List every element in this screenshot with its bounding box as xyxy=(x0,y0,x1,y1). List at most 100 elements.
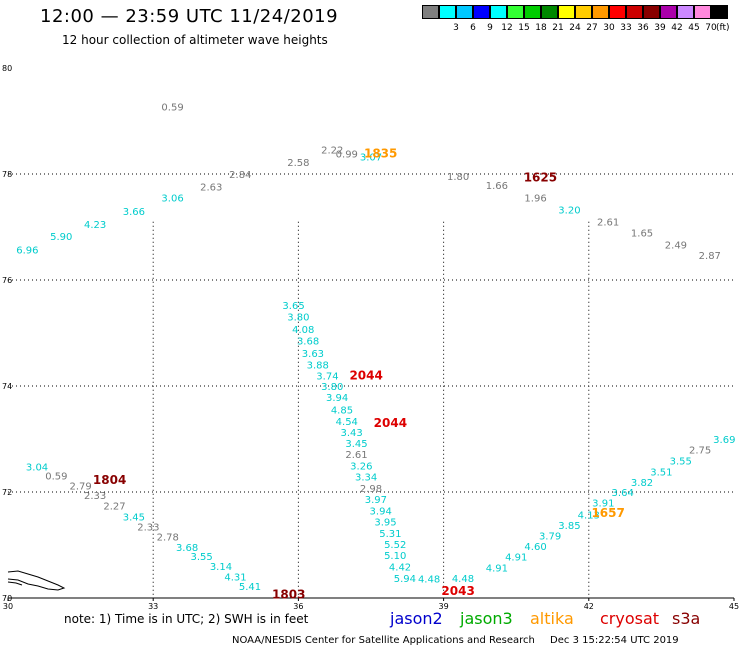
lat-tick-label: 80 xyxy=(2,64,12,73)
track-time-label: 1657 xyxy=(591,506,624,520)
wave-height-value: 1.80 xyxy=(447,172,469,183)
wave-height-value: 3.68 xyxy=(176,543,198,554)
scale-label: 18 xyxy=(535,23,547,33)
wave-height-value: 1.66 xyxy=(486,181,508,192)
lat-tick-label: 78 xyxy=(2,170,12,179)
scale-label: 21 xyxy=(552,23,564,33)
wave-height-value: 3.64 xyxy=(612,488,634,499)
wave-height-value: 3.14 xyxy=(210,562,232,573)
wave-height-value: 2.79 xyxy=(69,482,91,493)
lon-tick-label: 36 xyxy=(293,602,303,611)
lat-tick-label: 76 xyxy=(2,276,12,285)
wave-height-value: 3.94 xyxy=(326,393,348,404)
wave-height-value: 4.08 xyxy=(292,325,314,336)
lon-tick-label: 42 xyxy=(584,602,594,611)
scale-label: 39 xyxy=(654,23,666,33)
wave-height-value: 5.94 xyxy=(394,574,416,585)
scale-swatch xyxy=(541,5,558,19)
wave-height-value: 3.80 xyxy=(321,382,343,393)
wave-height-value: 3.45 xyxy=(345,439,367,450)
wave-height-value: 2.75 xyxy=(689,446,711,457)
track-time-label: 1803 xyxy=(272,587,305,601)
track-time-label: 2044 xyxy=(374,416,407,430)
wave-height-value: 3.85 xyxy=(558,521,580,532)
wave-height-value: 2.33 xyxy=(84,491,106,502)
wave-height-value: 3.55 xyxy=(190,552,212,563)
wave-height-value: 0.59 xyxy=(45,472,67,483)
wave-height-value: 0.59 xyxy=(161,103,183,114)
lon-tick-label: 45 xyxy=(729,602,739,611)
lat-tick-label: 72 xyxy=(2,488,12,497)
wave-height-value: 3.88 xyxy=(307,360,329,371)
wave-height-value: 2.78 xyxy=(157,533,179,544)
wave-height-value: 5.31 xyxy=(379,529,401,540)
scale-swatch xyxy=(524,5,541,19)
scale-label: 27 xyxy=(586,23,598,33)
lon-tick-label: 33 xyxy=(148,602,158,611)
scale-swatch xyxy=(626,5,643,19)
scale-label: 45 xyxy=(688,23,700,33)
wave-height-value: 3.95 xyxy=(374,518,396,529)
wave-height-value: 2.98 xyxy=(360,484,382,495)
legend-note: note: 1) Time is in UTC; 2) SWH is in fe… xyxy=(64,612,309,626)
wave-height-value: 3.45 xyxy=(123,512,145,523)
satellite-label-cryosat: cryosat xyxy=(600,609,660,628)
wave-height-value: 4.91 xyxy=(505,553,527,564)
wave-height-value: 2.84 xyxy=(229,170,251,181)
wave-height-value: 3.80 xyxy=(287,313,309,324)
wave-height-value: 3.74 xyxy=(316,371,338,382)
track-time-label: 1625 xyxy=(524,171,557,185)
footer-timestamp: Dec 3 15:22:54 UTC 2019 xyxy=(550,635,679,646)
scale-swatch xyxy=(575,5,592,19)
scale-label: 12 xyxy=(501,23,513,33)
track-time-label: 1804 xyxy=(93,473,126,487)
wave-height-value: 4.31 xyxy=(224,572,246,583)
wave-height-value: 2.22 xyxy=(321,146,343,157)
wave-height-value: 5.90 xyxy=(50,232,72,243)
scale-label: 24 xyxy=(569,23,581,33)
wave-height-value: 3.26 xyxy=(350,462,372,473)
lat-tick-label: 70 xyxy=(2,594,12,603)
wave-height-value: 3.68 xyxy=(297,336,319,347)
scale-swatch xyxy=(609,5,626,19)
wave-height-value: 2.87 xyxy=(699,251,721,262)
wave-height-value: 2.49 xyxy=(665,240,687,251)
wave-height-value: 2.61 xyxy=(345,450,367,461)
lat-tick-label: 74 xyxy=(2,382,12,391)
wave-height-value: 3.20 xyxy=(558,206,580,217)
scale-swatch xyxy=(711,5,728,19)
satellite-label-jason2: jason2 xyxy=(390,609,443,628)
wave-height-value: 6.96 xyxy=(16,245,38,256)
scale-swatch xyxy=(456,5,473,19)
satellite-label-altika: altika xyxy=(530,609,574,628)
scale-swatch xyxy=(422,5,439,19)
scale-label: 36 xyxy=(637,23,649,33)
wave-height-value: 1.96 xyxy=(524,193,546,204)
wave-height-value: 3.66 xyxy=(123,207,145,218)
wave-height-value: 2.33 xyxy=(137,522,159,533)
wave-height-value: 3.34 xyxy=(355,473,377,484)
wave-height-value: 3.91 xyxy=(592,499,614,510)
wave-height-value: 4.48 xyxy=(418,574,440,585)
wave-height-value: 3.65 xyxy=(282,301,304,312)
scale-swatch xyxy=(592,5,609,19)
lon-tick-label: 39 xyxy=(439,602,449,611)
wave-height-value: 4.23 xyxy=(84,220,106,231)
scale-label: 9 xyxy=(487,23,493,33)
scale-swatch xyxy=(439,5,456,19)
wave-height-value: 3.43 xyxy=(341,428,363,439)
scale-label: 15 xyxy=(518,23,530,33)
wave-height-value: 3.07 xyxy=(360,153,382,164)
wave-height-value: 3.69 xyxy=(713,435,735,446)
track-time-label: 1835 xyxy=(364,146,397,160)
wave-height-value: 4.13 xyxy=(578,510,600,521)
wave-height-value: 1.65 xyxy=(631,228,653,239)
wave-height-value: 3.51 xyxy=(650,467,672,478)
wave-height-value: 5.41 xyxy=(239,582,261,593)
wave-height-value: 3.79 xyxy=(539,531,561,542)
track-time-label: 2044 xyxy=(349,368,382,382)
satellite-label-s3a: s3a xyxy=(672,609,701,628)
scale-label: 42 xyxy=(671,23,683,33)
wave-height-value: 4.60 xyxy=(524,542,546,553)
